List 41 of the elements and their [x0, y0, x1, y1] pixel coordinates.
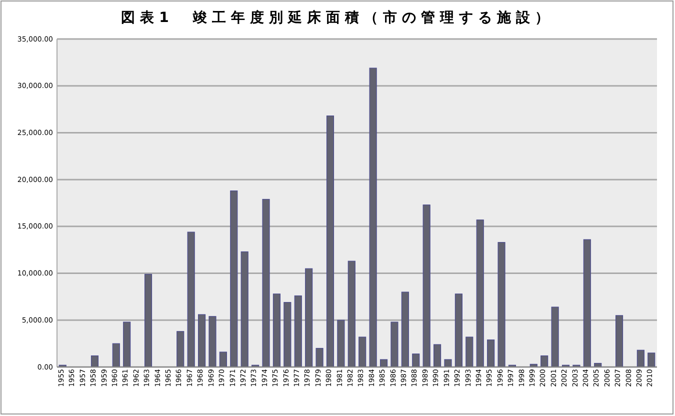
bar: [294, 295, 302, 368]
bar: [444, 359, 452, 368]
bar: [401, 292, 409, 368]
bar: [476, 220, 484, 368]
bar: [615, 315, 624, 368]
bar: [208, 316, 216, 368]
bar: [305, 268, 313, 368]
bar: [272, 294, 280, 368]
bar: [454, 294, 462, 368]
bar: [390, 322, 398, 368]
bar: [583, 239, 591, 368]
bar: [487, 340, 495, 368]
bar: [284, 302, 292, 368]
bar: [326, 116, 334, 368]
bar: [540, 355, 548, 368]
bar: [176, 331, 184, 368]
bar: [240, 251, 248, 368]
bar: [123, 322, 131, 368]
bar: [112, 343, 120, 368]
bar: [498, 242, 506, 368]
chart-title: 図表1 竣工年度別延床面積（市の管理する施設）: [121, 9, 554, 26]
bar: [636, 350, 644, 368]
bar: [422, 204, 430, 368]
bar: [337, 320, 345, 368]
bar: [380, 359, 388, 368]
bar: [348, 260, 356, 368]
bar: [434, 344, 442, 368]
bar: [316, 348, 324, 368]
bar: [262, 198, 270, 368]
bar: [187, 232, 195, 368]
bar: [144, 274, 152, 368]
bar: [230, 190, 238, 368]
bar: [369, 68, 377, 368]
bar: [648, 352, 656, 368]
bar: [219, 352, 227, 368]
bar: [198, 314, 206, 368]
bar: [90, 355, 99, 368]
bar: [466, 336, 474, 368]
bar: [551, 306, 559, 368]
bar: [358, 336, 366, 368]
bar: [412, 354, 420, 368]
